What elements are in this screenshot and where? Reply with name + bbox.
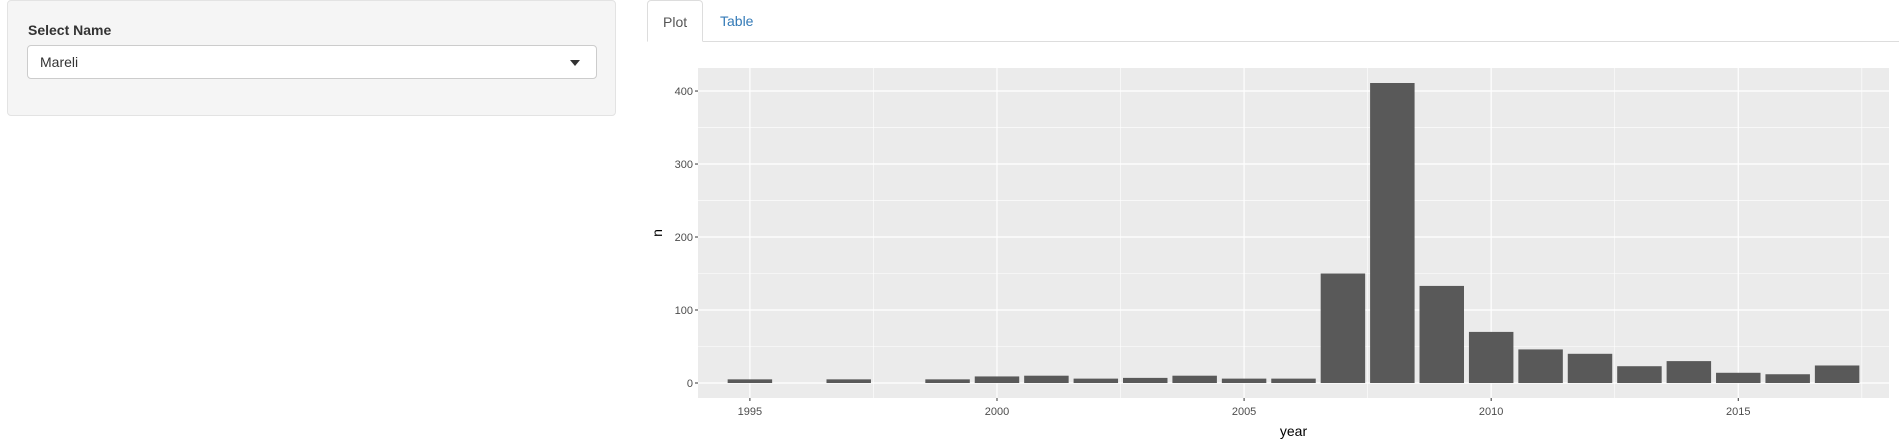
y-tick-label: 400 [675,86,693,98]
x-tick-label: 2015 [1726,406,1750,418]
bar [1518,349,1563,383]
bar [1617,366,1662,383]
bar [1024,375,1069,383]
y-tick-label: 0 [687,378,693,390]
name-select-value: Mareli [40,54,79,70]
bar [1468,331,1514,383]
name-select[interactable]: Mareli [27,45,597,79]
bar [1123,377,1168,383]
x-tick-label: 2010 [1479,406,1503,418]
bar [1073,378,1119,383]
tab-bar: Plot Table [647,0,1899,42]
y-axis-title: n [649,229,665,237]
bar [1271,378,1316,383]
bar [727,379,773,383]
bar [1320,273,1366,383]
y-tick-label: 300 [675,159,693,171]
x-tick-label: 2000 [985,406,1009,418]
bar [1716,372,1761,383]
bar [1221,378,1267,383]
x-tick-label: 2005 [1232,406,1256,418]
y-tick-label: 100 [675,305,693,317]
bar [1370,83,1415,383]
bar [826,379,871,383]
x-tick-label: 1995 [738,406,762,418]
bars [727,83,1860,383]
bar [1567,353,1613,383]
sidebar-panel: Select Name Mareli [7,0,616,116]
bar [1814,365,1860,383]
bar [1172,375,1217,383]
y-tick-label: 200 [675,232,693,244]
select-name-label: Select Name [28,22,112,38]
y-axis: 0 100 200 300 400 [675,86,698,390]
bar [1666,361,1712,383]
x-axis: 1995 2000 2005 2010 2015 [738,398,1751,418]
bar [1765,374,1810,383]
caret-down-icon[interactable] [570,60,580,66]
bar [1419,285,1464,383]
plot-panel [698,68,1889,398]
bar [925,379,970,383]
x-axis-title: year [1280,423,1308,439]
bar [974,376,1020,383]
grid-minor [698,68,1889,398]
tab-table[interactable]: Table [720,13,754,29]
tab-plot[interactable]: Plot [647,0,704,42]
